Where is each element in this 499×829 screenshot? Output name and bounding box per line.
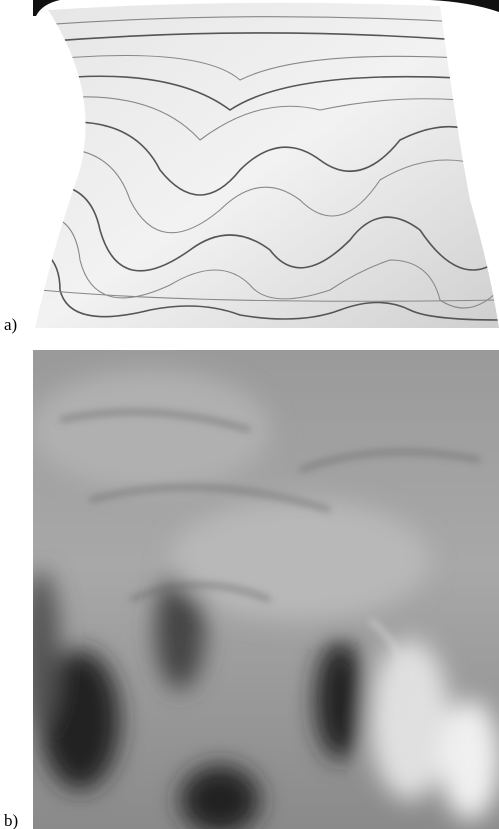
page: a) b) (() => { const data = JSON.parse(d… [0, 0, 499, 829]
panel-label: b) [4, 811, 18, 829]
panel-a-image [33, 0, 499, 328]
panel-b-image [20, 350, 499, 829]
panel-label: a) [4, 315, 17, 334]
surface [35, 3, 499, 328]
figure: a) b) [0, 0, 499, 829]
